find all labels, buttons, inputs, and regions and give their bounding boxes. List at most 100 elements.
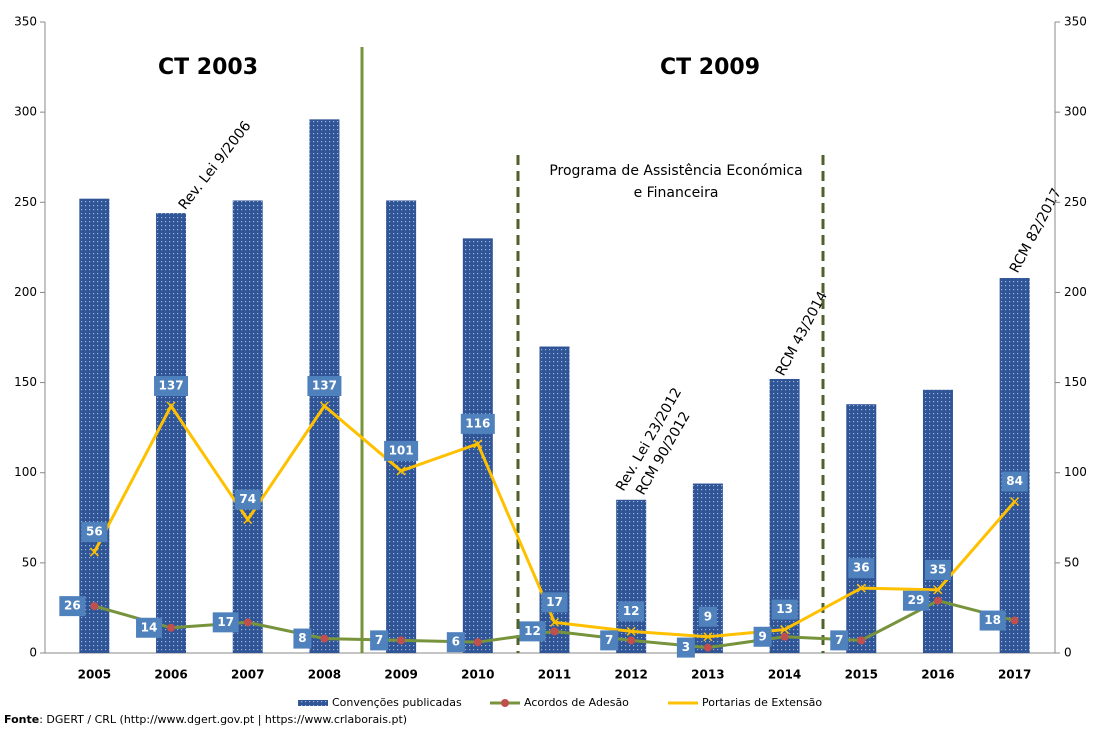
x-tick-label: 2015 bbox=[845, 668, 878, 682]
marker bbox=[473, 638, 482, 647]
bar bbox=[846, 404, 877, 653]
data-label: 7 bbox=[835, 633, 843, 647]
data-label-box bbox=[460, 413, 495, 434]
y2-tick-label: 0 bbox=[1064, 646, 1072, 660]
marker bbox=[703, 643, 712, 652]
x-tick-label: 2005 bbox=[78, 668, 111, 682]
marker bbox=[857, 636, 866, 645]
y-tick-label: 200 bbox=[14, 285, 37, 299]
x-tick-label: 2012 bbox=[614, 668, 647, 682]
data-label: 8 bbox=[298, 631, 306, 645]
bar bbox=[79, 198, 110, 653]
data-label: 12 bbox=[524, 624, 541, 638]
data-label: 3 bbox=[682, 640, 690, 654]
data-label-box bbox=[600, 630, 619, 651]
marker bbox=[473, 439, 483, 449]
bar bbox=[232, 200, 263, 654]
data-label-box bbox=[902, 590, 929, 611]
x-tick-label: 2007 bbox=[231, 668, 264, 682]
data-label: 13 bbox=[776, 602, 793, 616]
y2-tick-label: 150 bbox=[1064, 375, 1087, 389]
legend-label: Convenções publicadas bbox=[332, 696, 462, 709]
data-label: 36 bbox=[853, 561, 870, 575]
bar bbox=[922, 389, 953, 653]
data-label: 56 bbox=[86, 525, 103, 539]
bar bbox=[692, 483, 723, 653]
data-label-box bbox=[370, 630, 389, 651]
data-label: 26 bbox=[64, 599, 81, 613]
marker bbox=[319, 401, 329, 411]
data-label: 74 bbox=[239, 492, 256, 506]
y2-tick-label: 350 bbox=[1064, 15, 1087, 29]
x-tick-label: 2011 bbox=[538, 668, 571, 682]
annotation: Programa de Assistência Económica bbox=[549, 163, 802, 179]
legend-label: Acordos de Adesão bbox=[524, 696, 629, 709]
data-label-box bbox=[848, 558, 875, 579]
marker bbox=[780, 632, 789, 641]
data-label-box bbox=[698, 606, 717, 627]
data-label-box bbox=[519, 621, 546, 642]
y-tick-label: 100 bbox=[14, 465, 37, 479]
marker bbox=[243, 515, 253, 525]
annotation: Rev. Lei 9/2006 bbox=[176, 118, 255, 213]
x-tick-label: 2009 bbox=[384, 668, 417, 682]
marker bbox=[703, 632, 713, 642]
y2-tick-label: 300 bbox=[1064, 105, 1087, 119]
data-label: 9 bbox=[704, 609, 712, 623]
data-label-box bbox=[234, 489, 261, 510]
y-tick-label: 50 bbox=[22, 555, 37, 569]
legend-swatch bbox=[501, 699, 509, 707]
marker bbox=[90, 602, 99, 611]
data-label: 17 bbox=[217, 615, 234, 629]
marker bbox=[243, 618, 252, 627]
data-label: 18 bbox=[984, 613, 1001, 627]
data-label-box bbox=[59, 596, 86, 617]
y-tick-label: 300 bbox=[14, 105, 37, 119]
data-label-box bbox=[541, 592, 568, 613]
marker bbox=[933, 585, 943, 595]
data-label-box bbox=[924, 559, 951, 580]
data-label-box bbox=[81, 522, 108, 543]
data-label-box bbox=[771, 599, 798, 620]
x-tick-label: 2010 bbox=[461, 668, 494, 682]
source: Fonte: DGERT / CRL (http://www.dgert.gov… bbox=[4, 713, 407, 726]
data-label: 29 bbox=[908, 593, 925, 607]
data-label-box bbox=[136, 617, 163, 638]
marker bbox=[627, 636, 636, 645]
data-label: 7 bbox=[605, 633, 613, 647]
y2-tick-label: 100 bbox=[1064, 465, 1087, 479]
data-label-box bbox=[753, 626, 772, 647]
marker bbox=[780, 625, 790, 635]
annotation: CT 2003 bbox=[158, 55, 258, 80]
y-tick-label: 150 bbox=[14, 375, 37, 389]
y-tick-label: 350 bbox=[14, 15, 37, 29]
data-label-box bbox=[830, 630, 849, 651]
legend-swatch bbox=[298, 700, 328, 706]
marker bbox=[397, 636, 406, 645]
legend-label: Portarias de Extensão bbox=[702, 696, 822, 709]
annotation: CT 2009 bbox=[660, 55, 760, 80]
data-label: 137 bbox=[159, 379, 184, 393]
marker bbox=[396, 466, 406, 476]
y-tick-label: 0 bbox=[29, 646, 37, 660]
marker bbox=[626, 626, 636, 636]
data-label: 84 bbox=[1006, 474, 1023, 488]
marker bbox=[1010, 497, 1020, 507]
bar bbox=[616, 499, 647, 653]
bar bbox=[999, 278, 1030, 653]
data-label-box bbox=[979, 610, 1006, 631]
y2-tick-label: 50 bbox=[1064, 555, 1079, 569]
data-label-box bbox=[618, 601, 645, 622]
data-label: 35 bbox=[930, 562, 947, 576]
x-tick-label: 2017 bbox=[998, 668, 1031, 682]
source-text: : DGERT / CRL (http://www.dgert.gov.pt |… bbox=[39, 713, 407, 726]
data-label-box bbox=[293, 628, 312, 649]
annotation: e Financeira bbox=[634, 185, 719, 201]
x-tick-label: 2013 bbox=[691, 668, 724, 682]
y-tick-label: 250 bbox=[14, 195, 37, 209]
data-label: 7 bbox=[375, 633, 383, 647]
data-label: 6 bbox=[452, 635, 460, 649]
data-label-box bbox=[154, 376, 189, 397]
bar bbox=[156, 213, 187, 654]
